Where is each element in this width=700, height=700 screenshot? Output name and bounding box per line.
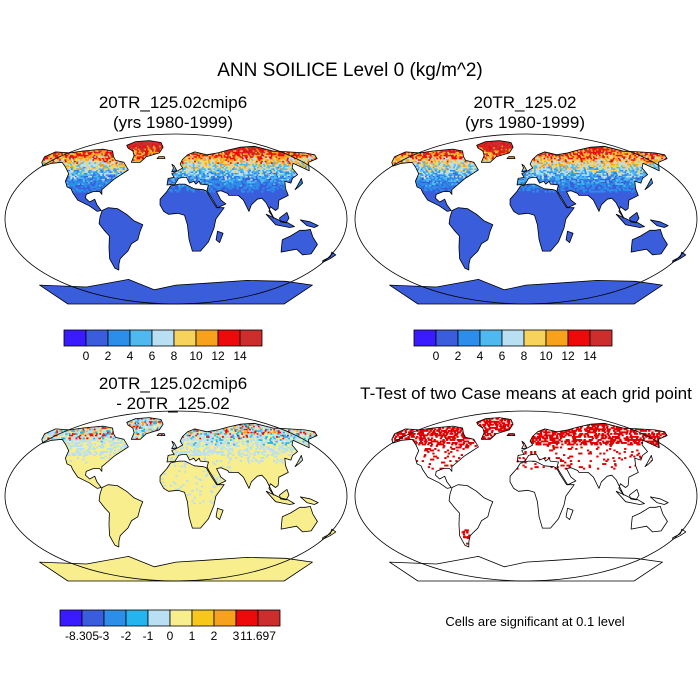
colorbar-case-cmip6: 0 2 4 6 8 10 12 14 <box>63 329 263 363</box>
colorbar-tick-label: 14 <box>583 349 597 363</box>
panel-2-title-line-1: 20TR_125.02 <box>473 93 577 112</box>
colorbar-tick-label: 12 <box>561 349 575 363</box>
panel-3-title-line-2: - 20TR_125.02 <box>116 394 230 413</box>
colorbar-swatch <box>257 609 281 627</box>
colorbar-tick-label: 11.697 <box>240 629 276 643</box>
colorbar-tick-label: 4 <box>127 349 134 363</box>
significance-note: Cells are significant at 0.1 level <box>445 614 625 629</box>
colorbar-swatch <box>125 609 149 627</box>
colorbar-swatch <box>213 609 237 627</box>
panel-4-title-line-1: T-Test of two Case means at each grid po… <box>360 384 692 403</box>
colorbar-tick-label: 14 <box>233 349 247 363</box>
colorbar-tick-label: 8 <box>521 349 528 363</box>
colorbar-swatch <box>589 329 613 347</box>
colorbar-tick-label: 0 <box>433 349 440 363</box>
map-ttest <box>354 410 698 582</box>
colorbar-swatch <box>501 329 525 347</box>
colorbar-tick-label: 10 <box>539 349 553 363</box>
map-case-cmip6 <box>4 133 348 305</box>
colorbar-swatch <box>129 329 153 347</box>
colorbar-swatch <box>85 329 109 347</box>
colorbar-swatch <box>413 329 437 347</box>
colorbar-tick-label: -1 <box>143 629 154 643</box>
colorbar-swatch <box>191 609 215 627</box>
colorbar-swatch <box>567 329 591 347</box>
colorbar-swatch <box>147 609 171 627</box>
colorbar-swatch <box>523 329 547 347</box>
colorbar-swatch <box>235 609 259 627</box>
panel-1-title: 20TR_125.02cmip6 (yrs 1980-1999) <box>18 93 328 133</box>
colorbar-tick-label: 2 <box>455 349 462 363</box>
colorbar-swatch <box>151 329 175 347</box>
colorbar-tick-label: 10 <box>189 349 203 363</box>
panel-4-title: T-Test of two Case means at each grid po… <box>352 384 700 404</box>
colorbar-tick-label: 2 <box>105 349 112 363</box>
colorbar-swatch <box>195 329 219 347</box>
colorbar-tick-label: 0 <box>83 349 90 363</box>
colorbar-swatch <box>59 609 83 627</box>
colorbar-swatch <box>173 329 197 347</box>
colorbar-swatch <box>169 609 193 627</box>
colorbar-swatch <box>217 329 241 347</box>
colorbar-swatch <box>545 329 569 347</box>
colorbar-tick-label: -2 <box>121 629 132 643</box>
colorbar-tick-label: 6 <box>149 349 156 363</box>
colorbar-swatch <box>103 609 127 627</box>
colorbar-difference: -8.305 -3 -2 -1 0 1 2 3 11.697 <box>59 609 281 643</box>
colorbar-tick-label: 8 <box>171 349 178 363</box>
panel-1-title-line-2: (yrs 1980-1999) <box>112 113 233 132</box>
colorbar-tick-label: 1 <box>189 629 196 643</box>
colorbar-swatch <box>435 329 459 347</box>
colorbar-swatch <box>81 609 105 627</box>
colorbar-tick-label: 0 <box>167 629 174 643</box>
colorbar-swatch <box>63 329 87 347</box>
colorbar-tick-label: 12 <box>211 349 225 363</box>
colorbar-swatch <box>239 329 263 347</box>
colorbar-tick-label: 2 <box>211 629 218 643</box>
colorbar-swatch <box>107 329 131 347</box>
colorbar-swatch <box>457 329 481 347</box>
figure-title: ANN SOILICE Level 0 (kg/m^2) <box>217 60 483 81</box>
colorbar-tick-label: 6 <box>499 349 506 363</box>
panel-3-title-line-1: 20TR_125.02cmip6 <box>98 374 248 393</box>
panel-2-title-line-2: (yrs 1980-1999) <box>464 113 585 132</box>
colorbar-tick-label: 4 <box>477 349 484 363</box>
map-difference <box>4 410 348 582</box>
colorbar-tick-label: -8.305 <box>65 629 99 643</box>
panel-3-title: 20TR_125.02cmip6 - 20TR_125.02 <box>18 374 328 414</box>
colorbar-tick-label: -3 <box>99 629 110 643</box>
colorbar-case-base: 0 2 4 6 8 10 12 14 <box>413 329 613 363</box>
panel-2-title: 20TR_125.02 (yrs 1980-1999) <box>370 93 680 133</box>
colorbar-tick-label: 3 <box>233 629 240 643</box>
map-case-base <box>354 133 698 305</box>
colorbar-swatch <box>479 329 503 347</box>
panel-1-title-line-1: 20TR_125.02cmip6 <box>98 93 248 112</box>
